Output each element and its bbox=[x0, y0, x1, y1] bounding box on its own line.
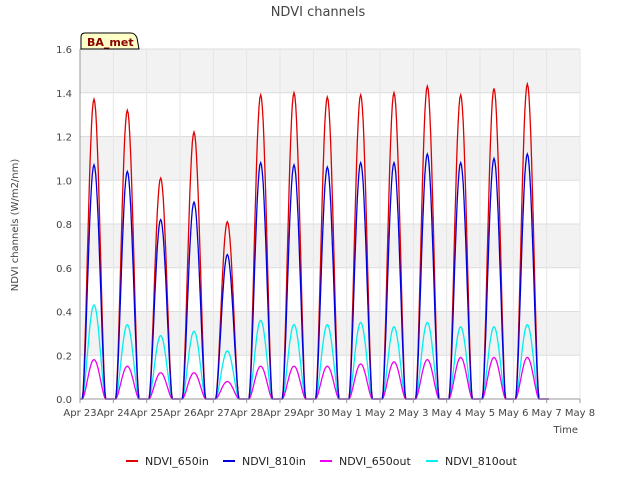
legend: NDVI_650in NDVI_810in NDVI_650out NDVI_810o… bbox=[126, 455, 517, 468]
y-tick-label: 0.6 bbox=[56, 264, 72, 275]
legend-label: NDVI_810in bbox=[242, 455, 306, 468]
station-badge-label: BA_met bbox=[87, 36, 134, 49]
y-tick-label: 1.0 bbox=[56, 176, 72, 187]
y-axis-label: NDVI channels (W/m2/nm) bbox=[10, 159, 21, 292]
x-tick-label: Apr 30 bbox=[297, 408, 330, 419]
chart-title: NDVI channels bbox=[271, 5, 366, 20]
legend-label: NDVI_650in bbox=[145, 455, 209, 468]
x-tick-label: Apr 23 bbox=[63, 408, 96, 419]
x-tick-label: May 3 bbox=[398, 408, 428, 419]
x-tick-label: Apr 29 bbox=[263, 408, 296, 419]
x-tick-label: May 5 bbox=[465, 408, 495, 419]
plot-band bbox=[80, 136, 580, 181]
y-tick-label: 0.2 bbox=[56, 351, 72, 362]
x-tick-label: May 8 bbox=[565, 408, 595, 419]
x-tick-label: Apr 27 bbox=[197, 408, 230, 419]
plot-bands bbox=[80, 49, 580, 356]
y-tick-label: 0.8 bbox=[56, 220, 72, 231]
x-tick-label: Apr 25 bbox=[130, 408, 163, 419]
x-tick-label: May 1 bbox=[332, 408, 362, 419]
x-tick-label: May 2 bbox=[365, 408, 395, 419]
x-tick-label: Apr 28 bbox=[230, 408, 263, 419]
y-tick-label: 0.0 bbox=[56, 395, 72, 406]
legend-label: NDVI_650out bbox=[339, 455, 411, 468]
y-tick-label: 1.4 bbox=[56, 89, 72, 100]
x-axis-label: Time bbox=[553, 425, 578, 436]
x-tick-label: May 7 bbox=[532, 408, 562, 419]
y-tick-label: 1.6 bbox=[56, 45, 72, 56]
x-tick-label: Apr 24 bbox=[97, 408, 130, 419]
x-tick-label: Apr 26 bbox=[163, 408, 196, 419]
legend-label: NDVI_810out bbox=[445, 455, 517, 468]
station-badge: BA_met bbox=[80, 32, 140, 50]
y-tick-label: 0.4 bbox=[56, 308, 72, 319]
plot-band bbox=[80, 49, 580, 93]
series-line-ndvi-810in bbox=[80, 151, 549, 400]
x-tick-label: May 4 bbox=[432, 408, 462, 419]
x-tick-label: May 6 bbox=[498, 408, 528, 419]
y-tick-label: 1.2 bbox=[56, 133, 72, 144]
